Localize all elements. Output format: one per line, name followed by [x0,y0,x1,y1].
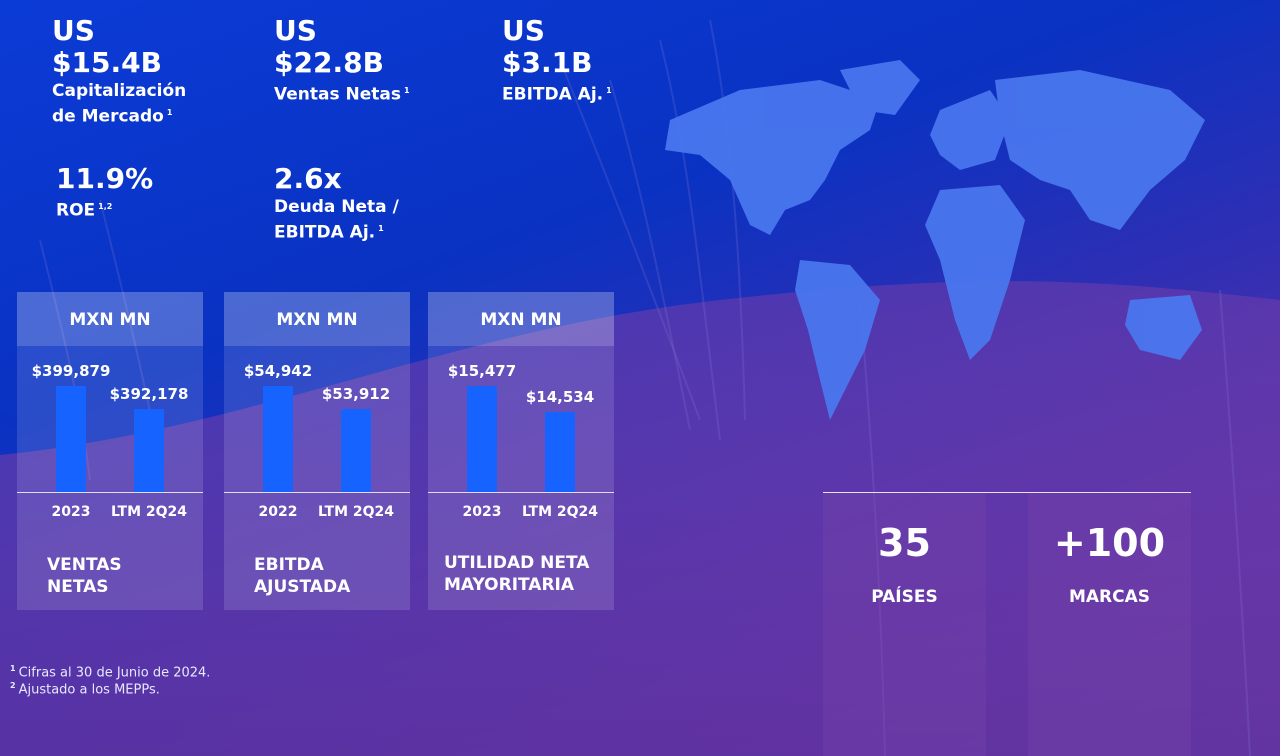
kpi-label: Capitalización [52,81,187,101]
kpi-currency: US [502,14,545,47]
bar-value-label: $15,477 [447,362,517,380]
chart-panel-net-sales: MXN MN VENTAS NETAS $399,879 2023 $392,178… [17,292,203,610]
kpi-label-line2: de Mercado 1 [52,106,173,127]
bar-value-label: $392,178 [109,385,189,403]
ratio-roe: 11.9% ROE 1,2 [56,162,153,222]
panel-header: MXN MN [428,292,614,346]
bar-value-label: $53,912 [321,385,391,403]
ratio-value: 2.6x [274,162,342,195]
chart-bar [134,409,164,492]
kpi-market-cap: US $15.4B Capitalización de Mercado 1 [52,16,186,128]
ratio-label: Deuda Neta / [274,197,399,217]
kpi-value: $15.4B [52,46,162,79]
chart-bar [56,386,86,492]
south-america-shape [795,260,880,420]
asia-shape [995,70,1205,230]
panel-header: MXN MN [17,292,203,346]
panel-title: VENTAS NETAS [47,555,122,597]
chart-bar [467,386,497,492]
category-label: LTM 2Q24 [521,504,599,520]
kpi-label: Ventas Netas 1 [274,84,410,105]
kpi-value: $22.8B [274,46,384,79]
greenland-shape [840,60,920,115]
chart-panel-net-income: MXN MN UTILIDAD NETA MAYORITARIA $15,477… [428,292,614,610]
australia-shape [1125,295,1202,360]
stat-label: PAÍSES [871,587,938,607]
chart-bar [341,409,371,492]
africa-shape [925,185,1025,360]
world-map [665,60,1205,420]
kpi-net-sales: US $22.8B Ventas Netas 1 [274,16,410,106]
chart-bar [263,386,293,492]
category-label: 2023 [51,504,91,520]
bar-value-label: $14,534 [525,388,595,406]
ratio-label-line2: EBITDA Aj. 1 [274,222,384,243]
stats-divider [823,492,1191,493]
ratio-leverage: 2.6x Deuda Neta / EBITDA Aj. 1 [274,162,399,244]
kpi-currency: US [274,14,317,47]
ratio-value: 11.9% [56,162,154,195]
category-label: LTM 2Q24 [317,504,395,520]
stat-brands: +100 MARCAS [1028,493,1191,756]
chart-bar [545,412,575,492]
stat-countries: 35 PAÍSES [823,493,986,756]
ratio-label: ROE 1,2 [56,200,113,221]
bar-value-label: $399,879 [31,362,111,380]
category-label: 2022 [258,504,298,520]
panel-title: UTILIDAD NETA MAYORITARIA [444,553,590,595]
kpi-label: EBITDA Aj. 1 [502,84,612,105]
footnote-1: 1 Cifras al 30 de Junio de 2024. [10,664,211,681]
europe-shape [930,90,1010,170]
axis-line [17,492,203,493]
kpi-ebitda: US $3.1B EBITDA Aj. 1 [502,16,612,106]
kpi-value: $3.1B [502,46,593,79]
panel-title: EBITDA AJUSTADA [254,555,351,597]
stat-value: 35 [878,521,931,565]
footnote-2: 2 Ajustado a los MEPPs. [10,681,160,698]
panel-header: MXN MN [224,292,410,346]
bar-value-label: $54,942 [243,362,313,380]
chart-panel-ebitda: MXN MN EBITDA AJUSTADA $54,942 2022 $53,91… [224,292,410,610]
axis-line [224,492,410,493]
north-america-shape [665,80,880,235]
kpi-currency: US [52,14,95,47]
category-label: 2023 [462,504,502,520]
axis-line [428,492,614,493]
category-label: LTM 2Q24 [110,504,188,520]
stat-label: MARCAS [1068,587,1151,607]
stat-value: +100 [1053,521,1166,565]
